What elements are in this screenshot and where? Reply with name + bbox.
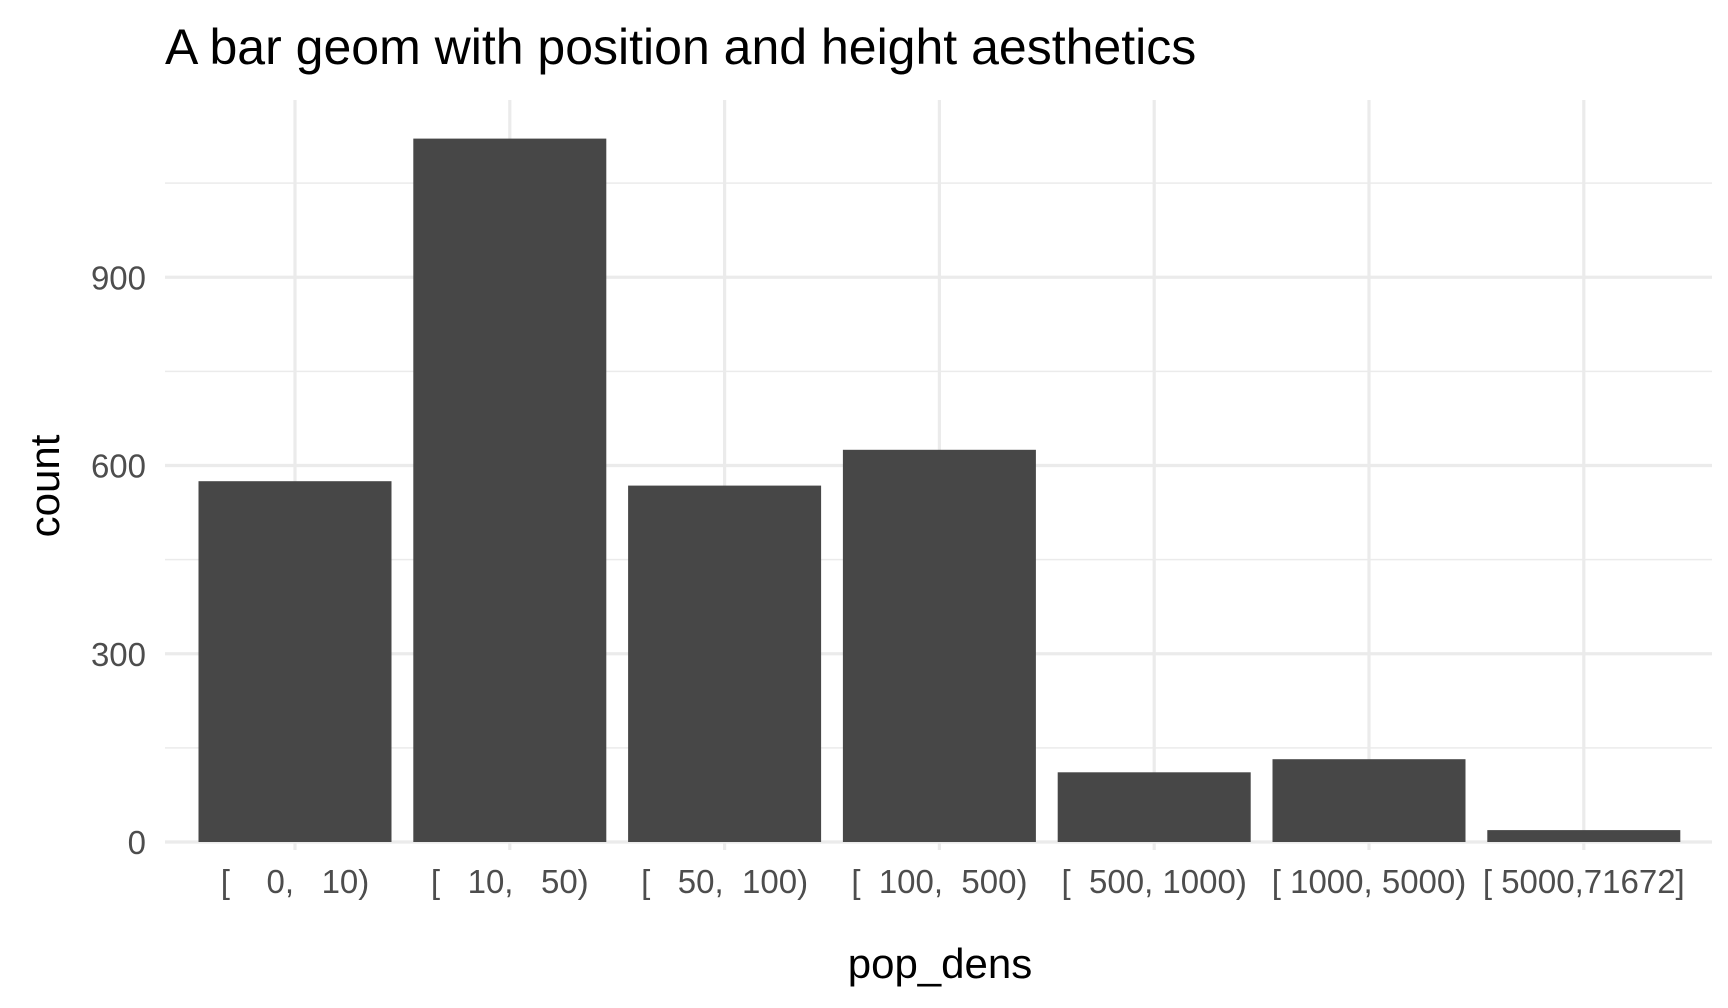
x-tick-label: [ 0, 10) xyxy=(221,863,370,900)
bar xyxy=(842,449,1036,842)
chart-title: A bar geom with position and height aest… xyxy=(165,19,1196,75)
bar xyxy=(1057,772,1251,842)
y-tick-label: 600 xyxy=(91,448,146,485)
x-tick-label: [ 5000,71672] xyxy=(1483,863,1685,900)
x-tick-label: [ 10, 50) xyxy=(431,863,589,900)
y-axis-ticks: 0 300 600 900 xyxy=(91,259,146,861)
x-tick-label: [ 1000, 5000) xyxy=(1272,863,1467,900)
x-axis-ticks: [ 0, 10) [ 10, 50) [ 50, 100) [ 100, 500) [ … xyxy=(221,863,1685,900)
y-tick-label: 900 xyxy=(91,259,146,296)
bars xyxy=(198,138,1681,843)
x-tick-label: [ 500, 1000) xyxy=(1062,863,1247,900)
x-axis-title: pop_dens xyxy=(848,940,1033,987)
bar xyxy=(628,485,822,842)
bar xyxy=(1487,830,1681,842)
y-tick-label: 0 xyxy=(128,824,146,861)
y-tick-label: 300 xyxy=(91,636,146,673)
bar xyxy=(198,481,392,842)
bar xyxy=(413,138,607,843)
x-tick-label: [ 50, 100) xyxy=(641,863,808,900)
bar xyxy=(1272,759,1466,842)
x-tick-label: [ 100, 500) xyxy=(851,863,1027,900)
y-axis-title: count xyxy=(21,434,68,537)
